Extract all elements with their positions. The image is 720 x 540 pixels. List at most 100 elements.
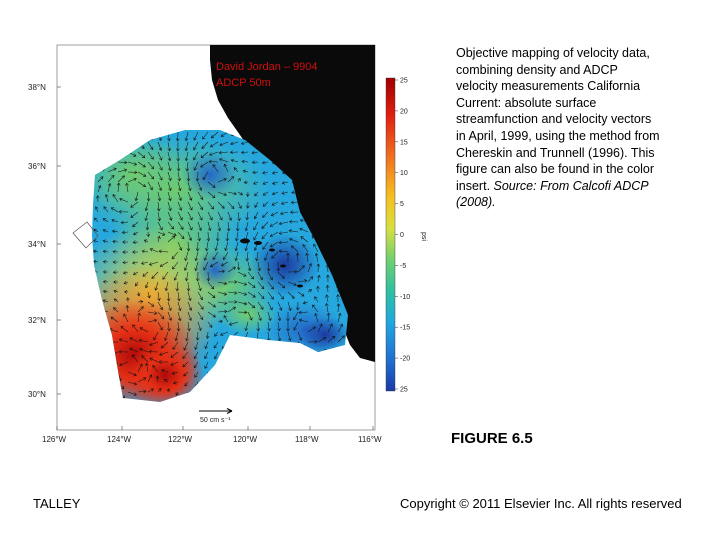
velocity-vector: [140, 261, 149, 265]
velocity-vector: [228, 321, 239, 326]
velocity-vector: [227, 176, 235, 183]
velocity-vector: [266, 261, 271, 272]
velocity-vector: [247, 281, 256, 288]
velocity-vector: [242, 169, 249, 174]
velocity-vector: [147, 161, 155, 170]
velocity-vector: [202, 131, 209, 140]
velocity-vector: [93, 228, 99, 233]
velocity-vector: [139, 327, 149, 333]
velocity-vector: [159, 351, 169, 356]
velocity-vector: [252, 170, 259, 175]
velocity-vector: [307, 326, 316, 333]
lat-tick-label: 38°N: [28, 83, 46, 92]
lat-tick-label: 32°N: [28, 316, 46, 325]
velocity-vector: [187, 321, 191, 332]
lon-tick-label: 124°W: [107, 435, 132, 444]
velocity-vector: [113, 307, 119, 313]
velocity-vector: [217, 201, 225, 209]
velocity-vector: [147, 181, 153, 191]
velocity-vector: [111, 229, 119, 234]
velocity-vector: [122, 260, 129, 265]
velocity-vector: [234, 251, 239, 262]
velocity-vector: [313, 243, 319, 253]
velocity-vector: [220, 261, 229, 267]
velocity-vector: [267, 291, 274, 300]
velocity-vector: [139, 347, 149, 353]
velocity-vector: [316, 263, 321, 273]
velocity-vector: [237, 291, 248, 296]
velocity-vector: [137, 306, 144, 313]
colorbar-tick-label: 25: [400, 387, 408, 394]
velocity-vector: [167, 201, 172, 212]
velocity-vector: [237, 177, 241, 183]
velocity-vector: [237, 281, 248, 286]
velocity-vector: [261, 160, 269, 165]
velocity-vector: [157, 211, 162, 222]
velocity-vector: [193, 351, 199, 360]
velocity-vector: [262, 241, 269, 250]
velocity-vector: [137, 377, 147, 383]
velocity-vector: [263, 251, 269, 261]
velocity-vector: [278, 249, 289, 254]
lon-tick-label: 116°W: [358, 435, 382, 444]
velocity-vector: [217, 301, 228, 305]
velocity-vector: [227, 266, 236, 273]
velocity-vector: [102, 239, 109, 244]
velocity-vector: [122, 240, 129, 244]
colorbar-tick-label: 5: [400, 201, 404, 208]
velocity-vector: [253, 231, 259, 241]
velocity-vector: [130, 201, 139, 208]
velocity-vector: [195, 171, 200, 182]
velocity-vector: [132, 271, 139, 276]
velocity-vector: [194, 261, 199, 272]
velocity-vector: [167, 211, 173, 221]
velocity-vector: [206, 231, 211, 242]
velocity-vector: [172, 261, 179, 270]
velocity-vector: [167, 191, 172, 202]
velocity-vector: [207, 281, 215, 290]
velocity-vector: [110, 316, 119, 323]
velocity-vector: [237, 271, 247, 277]
velocity-vector: [305, 252, 309, 263]
velocity-vector: [229, 150, 239, 155]
velocity-vector: [197, 211, 203, 221]
velocity-vector: [277, 271, 285, 279]
velocity-vector: [235, 231, 239, 242]
velocity-vector: [287, 281, 297, 287]
velocity-vector: [130, 211, 139, 218]
velocity-vector: [206, 271, 211, 282]
velocity-vector: [120, 220, 129, 225]
velocity-vector: [187, 191, 193, 201]
velocity-vector: [102, 249, 109, 254]
velocity-vector: [174, 331, 179, 342]
velocity-vector: [244, 321, 249, 332]
velocity-vector: [175, 391, 179, 396]
velocity-vector: [254, 191, 259, 197]
velocity-vector: [295, 252, 300, 263]
velocity-vector: [152, 365, 159, 373]
velocity-vector: [123, 313, 129, 323]
velocity-vector: [185, 331, 189, 342]
velocity-vector: [213, 341, 219, 349]
velocity-vector: [262, 201, 269, 207]
caption-source: Source: From Calcofi ADCP (2008).: [456, 178, 649, 210]
velocity-vector: [255, 251, 259, 262]
velocity-vector: [247, 301, 256, 309]
velocity-vector: [102, 229, 109, 233]
colorbar: 25 20 15 10 5 0 -5 -10 -15 -20 25 psi: [385, 78, 427, 394]
velocity-vector: [197, 231, 201, 242]
velocity-vector: [314, 312, 319, 323]
velocity-vector: [297, 265, 305, 273]
velocity-vector: [162, 271, 169, 280]
velocity-vector: [161, 368, 169, 373]
velocity-vector: [217, 281, 228, 286]
velocity-vector: [307, 340, 318, 344]
velocity-vector: [195, 271, 200, 282]
velocity-vector: [187, 311, 192, 321]
velocity-vector: [183, 261, 189, 271]
scale-arrow: 50 cm s⁻¹: [199, 408, 233, 424]
velocity-vector: [167, 141, 172, 152]
velocity-vector: [289, 237, 299, 243]
velocity-vector: [227, 300, 238, 304]
velocity-vector: [197, 321, 202, 331]
